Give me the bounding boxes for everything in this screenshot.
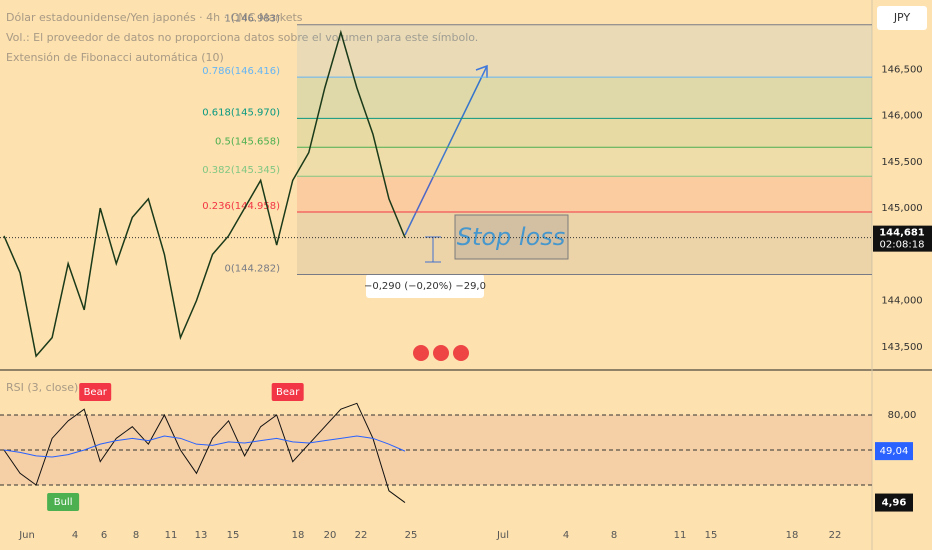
x-tick: 18: [292, 530, 305, 541]
x-tick: 13: [195, 530, 208, 541]
x-tick: 11: [165, 530, 178, 541]
fib-zone: [297, 212, 872, 275]
fib-label: 0.236(144.958): [202, 201, 280, 212]
fib-zone: [297, 24, 872, 78]
rsi-ma-box: [875, 442, 913, 461]
price-tick: 144,000: [881, 296, 922, 307]
x-tick: 15: [705, 530, 718, 541]
rsi-tick: 80,00: [888, 410, 917, 421]
stop-loss: Stop loss: [457, 223, 566, 251]
fib-zone: [297, 147, 872, 177]
signal: Bear: [84, 387, 108, 398]
x-tick: 11: [674, 530, 687, 541]
volume-note: Vol.: El proveedor de datos no proporcio…: [6, 31, 478, 44]
signal: Bull: [54, 497, 73, 508]
event-flag: [433, 345, 449, 361]
fib-label: 0.618(145.970): [202, 107, 280, 118]
x-tick: Jun: [18, 530, 35, 541]
price-axis-bg: [872, 0, 932, 550]
rsi-line: [3, 402, 406, 503]
last-price: 144,681: [879, 228, 925, 239]
event-flag: [453, 345, 469, 361]
symbol: Dólar estadounidense/Yen japonés · 4h · …: [6, 11, 303, 24]
x-tick: 22: [829, 530, 842, 541]
x-tick: 25: [405, 530, 418, 541]
event-flag: [413, 345, 429, 361]
x-tick: 15: [227, 530, 240, 541]
indicator: Extensión de Fibonacci automática (10): [6, 51, 224, 64]
x-tick: Jul: [496, 530, 509, 541]
price-tick: 145,000: [881, 203, 922, 214]
events: [413, 345, 469, 361]
last-price-box: [873, 225, 932, 252]
measure: −0,290 (−0,20%) −29,0: [364, 281, 486, 292]
rsi-title: RSI (3, close): [6, 381, 78, 394]
signal: Bear: [276, 387, 300, 398]
signal-box: [271, 383, 304, 401]
fib-label: 0.382(145.345): [202, 165, 280, 176]
fib-zone: [297, 118, 872, 148]
x-tick: 20: [324, 530, 337, 541]
range-marker: [425, 236, 441, 263]
measure-box: [366, 274, 484, 298]
fib-label: 0.786(146.416): [202, 66, 280, 77]
price-line: [3, 29, 406, 358]
price-tick: 146,500: [881, 64, 922, 75]
x-tick: 18: [786, 530, 799, 541]
stop-loss-box: [454, 214, 569, 260]
fib-zone: [297, 77, 872, 119]
countdown: 02:08:18: [880, 240, 925, 251]
currency-box[interactable]: [877, 6, 927, 30]
arrow-head: [475, 64, 488, 78]
fib-label: 1(146.983): [224, 14, 280, 25]
rsi-ma: [3, 435, 406, 458]
fib-label: 0(144.282): [224, 264, 280, 275]
price-tick: 146,000: [881, 111, 922, 122]
rsi-last-label: 4,96: [882, 498, 907, 509]
rsi-ma-label: 49,04: [880, 446, 909, 457]
arrow: [404, 65, 488, 236]
rsi-last-box: [875, 493, 913, 512]
fib-label: 0.5(145.658): [215, 136, 280, 147]
x-tick: 4: [563, 530, 569, 541]
x-tick: 8: [133, 530, 139, 541]
x-tick: 6: [101, 530, 107, 541]
currency[interactable]: JPY: [893, 11, 911, 24]
fib-zone: [297, 176, 872, 213]
price-tick: 145,500: [881, 157, 922, 168]
x-tick: 22: [355, 530, 368, 541]
x-tick: 4: [72, 530, 78, 541]
signal-box: [47, 493, 80, 511]
signal-box: [79, 383, 112, 401]
price-tick: 143,500: [881, 342, 922, 353]
x-tick: 8: [611, 530, 617, 541]
